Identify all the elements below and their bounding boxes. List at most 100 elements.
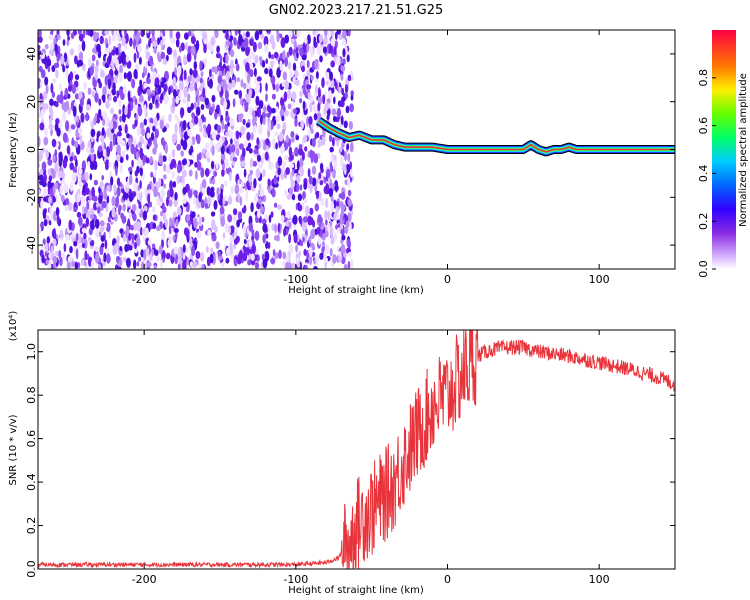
noise-speck	[114, 242, 120, 250]
noise-speck	[242, 251, 248, 262]
bottom-y-multiplier: (x10⁴)	[8, 311, 19, 342]
noise-speck	[303, 135, 308, 143]
noise-speck	[207, 41, 212, 51]
noise-speck	[171, 170, 175, 179]
noise-speck	[66, 30, 70, 37]
noise-speck	[318, 172, 322, 180]
noise-speck	[143, 249, 147, 261]
noise-speck	[43, 136, 49, 146]
noise-speck	[230, 66, 234, 76]
noise-speck	[263, 35, 269, 47]
noise-speck	[290, 179, 296, 188]
noise-speck	[150, 171, 154, 178]
noise-speck	[38, 44, 41, 51]
noise-speck	[53, 210, 57, 222]
noise-speck	[242, 32, 247, 40]
noise-speck	[270, 211, 274, 218]
noise-speck	[118, 30, 122, 35]
noise-speck	[215, 241, 220, 249]
noise-speck	[91, 186, 95, 197]
noise-speck	[112, 55, 118, 64]
noise-speck	[304, 146, 308, 152]
noise-speck	[40, 200, 43, 210]
noise-speck	[306, 60, 310, 68]
noise-speck	[134, 247, 138, 254]
noise-speck	[245, 47, 250, 56]
noise-speck	[122, 150, 126, 159]
noise-speck	[277, 222, 281, 233]
noise-speck	[225, 31, 229, 40]
noise-speck	[172, 89, 177, 98]
noise-speck	[295, 79, 300, 86]
noise-speck	[160, 259, 163, 269]
noise-speck	[119, 115, 122, 123]
noise-speck	[190, 36, 196, 45]
noise-speck	[88, 228, 93, 236]
noise-speck	[147, 193, 151, 204]
noise-speck	[169, 161, 174, 170]
noise-speck	[330, 60, 336, 68]
noise-speck	[158, 154, 164, 165]
noise-speck	[187, 106, 192, 114]
noise-speck	[174, 114, 178, 121]
noise-speck	[86, 146, 91, 154]
noise-speck	[250, 51, 255, 60]
noise-speck	[311, 177, 317, 187]
noise-speck	[201, 216, 205, 223]
noise-speck	[176, 118, 181, 125]
noise-speck	[64, 87, 69, 99]
noise-speck	[244, 104, 249, 113]
noise-speck	[239, 186, 244, 194]
noise-speck	[188, 148, 193, 156]
noise-speck	[278, 249, 282, 259]
noise-speck	[52, 78, 57, 84]
noise-field	[38, 30, 355, 269]
noise-speck	[106, 184, 110, 192]
noise-speck	[131, 204, 137, 212]
noise-speck	[109, 132, 113, 141]
noise-speck	[175, 38, 180, 48]
noise-speck	[69, 48, 75, 56]
noise-speck	[182, 198, 187, 205]
noise-speck	[134, 30, 138, 36]
noise-speck	[207, 229, 212, 236]
noise-speck	[116, 177, 121, 187]
colorbar-ticks: 0.0 0.2 0.4 0.6 0.8	[697, 69, 716, 278]
noise-speck	[276, 67, 281, 79]
noise-speck	[307, 168, 311, 178]
noise-speck	[253, 149, 259, 155]
noise-speck	[176, 143, 182, 151]
noise-speck	[138, 56, 142, 65]
noise-speck	[160, 51, 166, 60]
noise-speck	[195, 40, 200, 51]
noise-speck	[314, 203, 319, 212]
noise-speck	[175, 95, 180, 105]
noise-speck	[307, 37, 311, 44]
noise-speck	[127, 103, 131, 110]
noise-speck	[200, 83, 203, 92]
noise-speck	[330, 37, 336, 47]
noise-speck	[213, 170, 218, 177]
noise-speck	[80, 236, 84, 244]
noise-speck	[105, 146, 111, 158]
noise-speck	[58, 250, 62, 259]
noise-speck	[258, 198, 263, 205]
noise-speck	[166, 196, 169, 207]
noise-speck	[295, 135, 300, 141]
bottom-y-ticks: 0.0 0.2 0.4 0.6 0.8 1.0	[25, 343, 675, 578]
noise-speck	[332, 168, 336, 179]
noise-speck	[118, 99, 122, 107]
noise-speck	[252, 41, 257, 53]
noise-speck	[247, 142, 252, 149]
noise-speck	[264, 43, 269, 53]
noise-speck	[135, 236, 141, 247]
noise-speck	[322, 134, 326, 144]
noise-speck	[112, 135, 116, 147]
noise-speck	[198, 152, 202, 161]
noise-speck	[237, 211, 242, 220]
noise-speck	[161, 230, 166, 241]
noise-speck	[111, 35, 116, 42]
noise-speck	[62, 39, 66, 46]
noise-speck	[147, 239, 152, 246]
noise-speck	[265, 138, 270, 146]
